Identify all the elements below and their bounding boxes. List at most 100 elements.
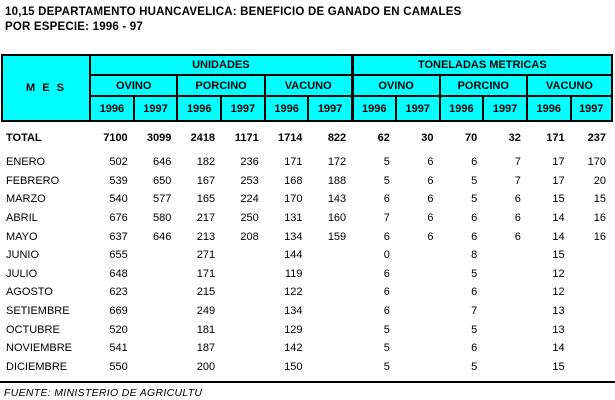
value-cell: 541 — [109, 342, 128, 355]
source-note: FUENTE: MINISTERIO DE AGRICULTU — [4, 387, 203, 399]
value-cell: 170 — [284, 193, 303, 206]
value-cell: 5 — [471, 267, 478, 280]
unidades-group-header: UNIDADES — [88, 54, 354, 76]
value-cell: 5 — [383, 323, 390, 336]
value-cell — [483, 265, 527, 284]
value-cell: 253 — [240, 174, 259, 187]
value-cell: 213 — [196, 230, 216, 243]
table-row: OCTUBRE 520 181 129 5 5 13 — [2, 320, 612, 339]
table-row: JULIO 648 171 119 6 5 12 — [2, 265, 612, 284]
value-cell: 150 — [284, 360, 303, 373]
value-cell: 170 — [587, 156, 606, 169]
value-cell: 236 — [240, 156, 259, 169]
value-cell — [221, 246, 265, 265]
mes-column-header: M E S — [1, 54, 91, 122]
value-cell — [134, 339, 178, 358]
value-cell: 646 — [153, 156, 172, 169]
value-cell: 200 — [196, 360, 216, 373]
value-cell — [571, 265, 612, 284]
value-cell: 5 — [471, 174, 478, 187]
value-cell: 0 — [383, 249, 390, 262]
unidades-vacuno-header: VACUNO — [263, 74, 354, 97]
value-cell: 7100 — [103, 131, 128, 144]
value-cell: 6 — [471, 230, 478, 243]
value-cell: 249 — [196, 305, 216, 318]
table-row: MARZO 540 577 165 224 170 143 6 6 5 6 15 15 — [2, 190, 612, 209]
header-row-groups: M E S UNIDADES TONELADAS METRICAS — [1, 54, 613, 122]
value-cell — [134, 358, 178, 377]
value-cell — [571, 283, 612, 302]
value-cell: 13 — [552, 305, 565, 318]
value-cell — [221, 358, 265, 377]
value-cell — [571, 302, 612, 321]
value-cell: 171 — [196, 267, 216, 280]
month-label: DICIEMBRE — [6, 360, 68, 373]
value-cell: 237 — [587, 131, 606, 144]
value-cell — [571, 339, 612, 358]
value-cell: 5 — [471, 193, 478, 206]
value-cell: 6 — [427, 156, 434, 169]
value-cell: 1714 — [277, 131, 303, 144]
livestock-table: M E S UNIDADES TONELADAS METRICAS OVINO … — [1, 54, 614, 377]
value-cell: 12 — [552, 267, 565, 280]
value-cell: 16 — [593, 230, 606, 243]
value-cell — [221, 283, 265, 302]
value-cell: 134 — [284, 305, 303, 318]
value-cell: 16 — [593, 212, 606, 225]
value-cell: 250 — [240, 212, 259, 225]
value-cell: 62 — [377, 131, 390, 144]
value-cell: 669 — [109, 305, 128, 318]
value-cell: 637 — [109, 230, 128, 243]
value-cell — [571, 358, 612, 377]
value-cell: 6 — [427, 193, 434, 206]
value-cell: 15 — [552, 360, 565, 373]
month-label: TOTAL — [6, 131, 42, 144]
value-cell — [308, 339, 352, 358]
value-cell — [134, 246, 178, 265]
value-cell: 17 — [552, 156, 565, 169]
value-cell: 6 — [471, 212, 478, 225]
year-header: 1996 — [525, 95, 572, 122]
title-line-1: 10,15 DEPARTAMENTO HUANCAVELICA: BENEFIC… — [5, 6, 462, 18]
value-cell: 143 — [327, 193, 347, 206]
value-cell: 6 — [427, 212, 434, 225]
year-header: 1997 — [569, 95, 614, 122]
month-label: MARZO — [6, 193, 46, 206]
value-cell — [134, 283, 178, 302]
value-cell: 70 — [464, 131, 478, 144]
toneladas-porcino-header: PORCINO — [438, 74, 528, 97]
value-cell: 181 — [196, 323, 216, 336]
value-cell: 122 — [284, 286, 303, 299]
month-label: JULIO — [6, 267, 38, 280]
value-cell: 6 — [427, 230, 434, 243]
value-cell: 30 — [421, 131, 434, 144]
value-cell — [308, 265, 352, 284]
value-cell: 20 — [593, 174, 606, 187]
value-cell — [396, 246, 440, 265]
value-cell: 6 — [427, 174, 434, 187]
value-cell: 131 — [284, 212, 303, 225]
unidades-ovino-header: OVINO — [88, 74, 179, 97]
value-cell — [396, 320, 440, 339]
year-header: 1997 — [132, 95, 179, 122]
month-label: ENERO — [6, 156, 46, 169]
value-cell — [571, 320, 612, 339]
value-cell — [396, 339, 440, 358]
value-cell: 182 — [196, 156, 216, 169]
value-cell: 217 — [196, 212, 216, 225]
value-cell — [221, 320, 265, 339]
value-cell: 550 — [109, 360, 128, 373]
value-cell — [396, 302, 440, 321]
value-cell: 5 — [383, 156, 390, 169]
value-cell: 129 — [284, 323, 303, 336]
value-cell: 580 — [153, 212, 172, 225]
year-header: 1996 — [350, 95, 397, 122]
value-cell: 577 — [153, 193, 172, 206]
value-cell: 6 — [514, 212, 521, 225]
month-label: AGOSTO — [6, 286, 53, 299]
year-header: 1996 — [89, 95, 135, 122]
value-cell — [221, 339, 265, 358]
table-header: M E S UNIDADES TONELADAS METRICAS OVINO … — [1, 54, 614, 122]
value-cell: 6 — [471, 156, 478, 169]
value-cell — [308, 320, 352, 339]
